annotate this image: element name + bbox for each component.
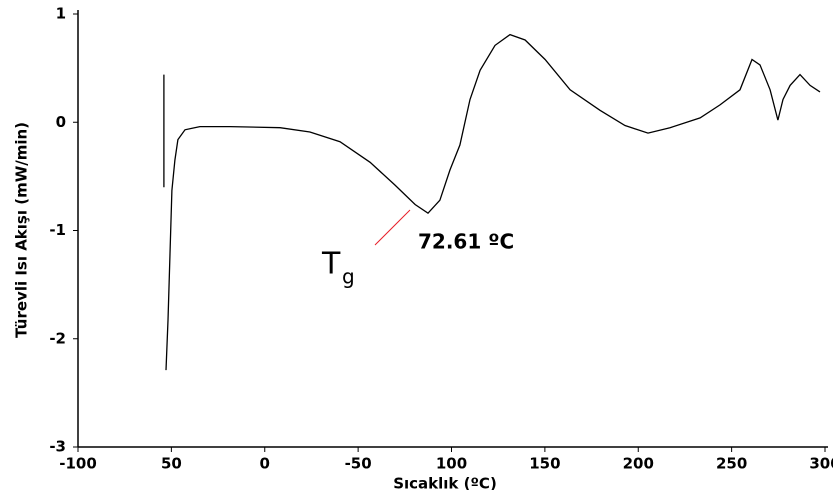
x-tick-label: 200 bbox=[623, 455, 654, 473]
x-tick-label: 50 bbox=[161, 455, 182, 473]
peak-annotation: 72.61 ºC bbox=[418, 230, 514, 254]
x-axis-label: Sıcaklık (ºC) bbox=[393, 475, 497, 490]
tg-arrow bbox=[374, 209, 411, 246]
x-tick-label: 250 bbox=[716, 455, 747, 473]
y-tick-label: -1 bbox=[49, 221, 66, 239]
x-tick-label: -100 bbox=[59, 455, 97, 473]
x-tick-label: 300 bbox=[809, 455, 833, 473]
y-tick-label: -3 bbox=[49, 438, 66, 456]
data-line bbox=[163, 33, 821, 371]
y-tick-label: 1 bbox=[56, 5, 66, 23]
x-tick-label: 150 bbox=[529, 455, 560, 473]
x-tick-label: -50 bbox=[345, 455, 372, 473]
y-tick-label: -2 bbox=[49, 329, 66, 347]
tg-subscript: g bbox=[342, 265, 355, 289]
tg-label: T bbox=[321, 247, 341, 282]
y-tick-label: 0 bbox=[56, 113, 66, 131]
x-tick-label: 0 bbox=[260, 455, 270, 473]
y-axis-label: Türevli Isı Akışı (mW/min) bbox=[13, 122, 31, 338]
x-tick-label: 100 bbox=[436, 455, 467, 473]
